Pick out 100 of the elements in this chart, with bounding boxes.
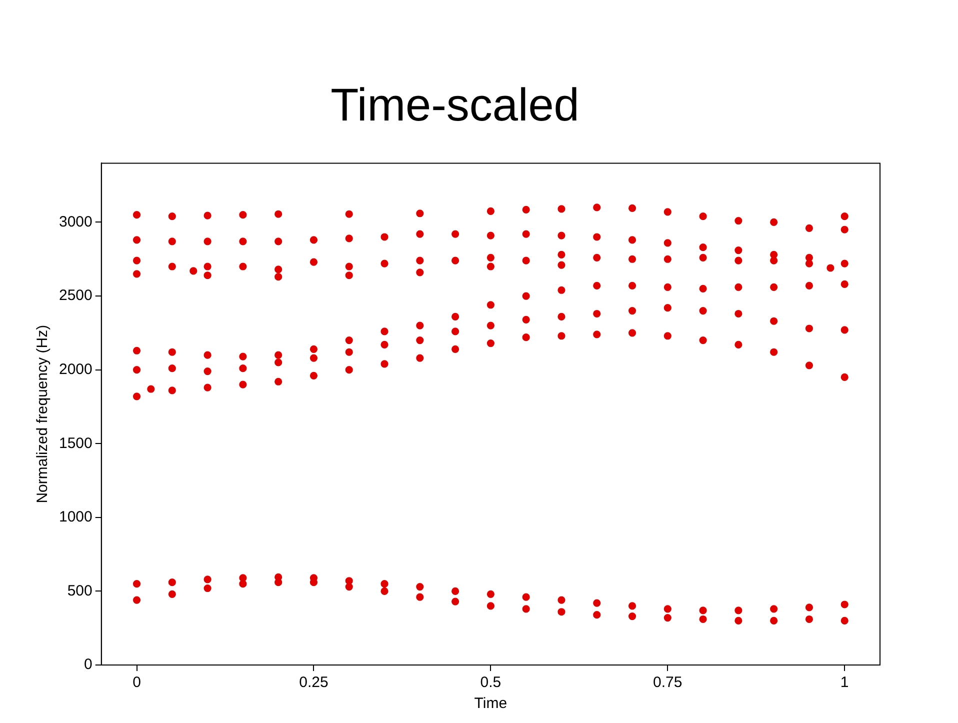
- point: [239, 211, 247, 219]
- point: [734, 246, 742, 254]
- point: [310, 354, 318, 362]
- point: [486, 207, 494, 215]
- point: [451, 598, 460, 606]
- point: [168, 578, 176, 586]
- point: [593, 611, 601, 619]
- point: [558, 205, 566, 213]
- point: [664, 283, 672, 291]
- y-tick-label: 3000: [58, 213, 92, 230]
- point: [628, 236, 636, 244]
- chart-title: Time-scaled: [330, 78, 580, 130]
- point: [274, 238, 282, 246]
- point: [380, 260, 388, 268]
- point: [558, 312, 566, 320]
- x-tick-label: 0: [132, 674, 141, 692]
- point: [416, 322, 424, 330]
- point: [805, 324, 814, 332]
- point: [558, 261, 566, 269]
- point: [699, 254, 707, 262]
- point: [805, 615, 814, 624]
- point: [239, 574, 247, 582]
- point: [770, 348, 778, 356]
- point: [628, 306, 636, 315]
- point: [190, 267, 198, 275]
- point: [345, 336, 353, 344]
- point: [664, 304, 672, 312]
- point: [593, 233, 601, 241]
- point: [734, 216, 742, 225]
- point: [593, 254, 601, 262]
- point: [204, 384, 212, 392]
- y-tick-label: 1500: [58, 434, 92, 452]
- x-tick-label: 0.25: [299, 674, 328, 692]
- point: [132, 366, 141, 374]
- y-tick-label: 2500: [58, 287, 92, 304]
- point: [380, 580, 388, 588]
- point: [132, 596, 141, 604]
- x-tick-label: 1: [840, 674, 849, 692]
- point: [168, 348, 176, 356]
- point: [274, 573, 282, 581]
- point: [451, 230, 460, 238]
- x-tick-label: 0.75: [653, 674, 682, 692]
- point: [522, 230, 530, 238]
- point: [274, 358, 282, 366]
- point: [168, 262, 176, 270]
- point: [451, 312, 460, 320]
- point: [805, 254, 814, 262]
- point: [593, 599, 601, 607]
- point: [486, 339, 494, 348]
- point: [416, 268, 424, 276]
- point: [204, 272, 212, 280]
- point: [486, 232, 494, 240]
- point: [204, 262, 212, 270]
- x-tick-label: 0.5: [480, 674, 502, 692]
- point: [274, 266, 282, 274]
- point: [558, 250, 566, 259]
- point: [840, 616, 848, 625]
- point: [451, 345, 460, 353]
- point: [593, 282, 601, 290]
- point: [628, 255, 636, 263]
- point: [239, 364, 247, 372]
- point: [310, 345, 318, 353]
- point: [486, 301, 494, 309]
- point: [132, 270, 141, 278]
- point: [168, 238, 176, 246]
- point: [345, 262, 353, 270]
- point: [522, 256, 530, 264]
- point: [380, 360, 388, 368]
- point: [239, 262, 247, 270]
- point: [204, 351, 212, 359]
- point: [274, 273, 282, 281]
- point: [274, 351, 282, 359]
- point: [451, 256, 460, 264]
- point: [699, 606, 707, 614]
- point: [558, 596, 566, 604]
- point: [558, 286, 566, 294]
- point: [770, 605, 778, 613]
- point: [239, 380, 247, 388]
- point: [734, 310, 742, 318]
- point: [664, 332, 672, 340]
- point: [734, 283, 742, 291]
- point: [699, 212, 707, 220]
- point: [699, 306, 707, 315]
- point: [628, 204, 636, 212]
- point: [522, 206, 530, 214]
- point: [628, 329, 636, 337]
- point: [593, 330, 601, 338]
- point: [628, 612, 636, 620]
- point: [416, 354, 424, 362]
- point: [345, 348, 353, 356]
- point: [274, 210, 282, 218]
- point: [840, 260, 848, 268]
- point: [486, 262, 494, 270]
- y-axis-title: Normalized frequency (Hz): [34, 324, 52, 504]
- point: [522, 316, 530, 324]
- point: [805, 362, 814, 370]
- point: [310, 372, 318, 380]
- point: [204, 212, 212, 220]
- point: [345, 272, 353, 280]
- point: [664, 255, 672, 263]
